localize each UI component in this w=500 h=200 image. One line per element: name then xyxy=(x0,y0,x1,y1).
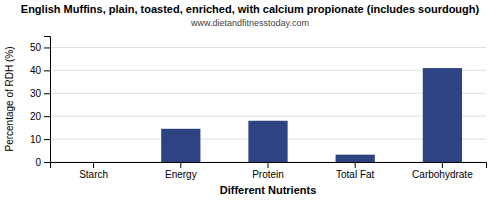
y-tick-label: 10 xyxy=(30,134,42,145)
y-tick-mark xyxy=(44,139,50,140)
x-axis: Starch Energy Protein Total Fat Carbohydrate xyxy=(51,162,487,180)
grid xyxy=(50,47,486,162)
bar xyxy=(161,129,200,162)
y-tick-label: 40 xyxy=(30,65,42,76)
y-tick-label: 30 xyxy=(30,88,42,99)
y-tick-label: 0 xyxy=(35,157,41,168)
y-tick: 0 xyxy=(35,157,50,168)
y-tick: 30 xyxy=(30,88,50,99)
y-tick: 10 xyxy=(30,134,50,145)
y-tick-label: 50 xyxy=(30,42,42,53)
y-tick: 40 xyxy=(30,65,50,76)
x-tick: Protein xyxy=(252,162,284,180)
y-tick-mark xyxy=(44,70,50,71)
x-tick-mark xyxy=(355,162,356,168)
y-axis-title: Percentage of RDH (%) xyxy=(4,46,15,151)
y-tick-mark xyxy=(44,93,50,94)
y-tick: 50 xyxy=(30,42,50,53)
x-tick: Energy xyxy=(165,162,197,180)
bar xyxy=(248,121,287,162)
bar xyxy=(423,68,462,162)
grid-line xyxy=(50,70,486,71)
x-tick: Starch xyxy=(79,162,108,180)
x-tick: Total Fat xyxy=(336,162,375,180)
y-tick: 20 xyxy=(30,111,50,122)
y-tick-mark xyxy=(44,47,50,48)
grid-line xyxy=(50,93,486,94)
x-tick-label: Energy xyxy=(165,169,197,180)
x-tick-mark xyxy=(93,162,94,168)
x-tick-label: Protein xyxy=(252,169,284,180)
x-tick-label: Total Fat xyxy=(336,169,375,180)
x-axis-line xyxy=(51,163,487,169)
x-tick-mark xyxy=(268,162,269,168)
bar xyxy=(74,162,113,163)
y-tick-mark xyxy=(44,162,50,163)
x-tick-mark xyxy=(180,162,181,168)
grid-line xyxy=(50,47,486,48)
grid-line xyxy=(50,116,486,117)
x-tick-label: Starch xyxy=(79,169,108,180)
plot-area xyxy=(161,68,462,162)
title: English Muffins, plain, toasted, enriche… xyxy=(21,3,480,15)
y-tick-label: 20 xyxy=(30,111,42,122)
y-axis: 0 10 20 30 40 50 xyxy=(30,37,51,168)
y-axis-line xyxy=(44,37,51,163)
chart: English Muffins, plain, toasted, enriche… xyxy=(0,0,500,200)
x-tick-mark xyxy=(442,162,443,168)
subtitle: www.dietandfitnesstoday.com xyxy=(190,18,309,28)
x-tick-label: Carbohydrate xyxy=(412,169,473,180)
bar xyxy=(336,155,375,162)
x-tick: Carbohydrate xyxy=(412,162,473,180)
x-axis-title: Different Nutrients xyxy=(220,184,317,196)
y-tick-mark xyxy=(44,116,50,117)
